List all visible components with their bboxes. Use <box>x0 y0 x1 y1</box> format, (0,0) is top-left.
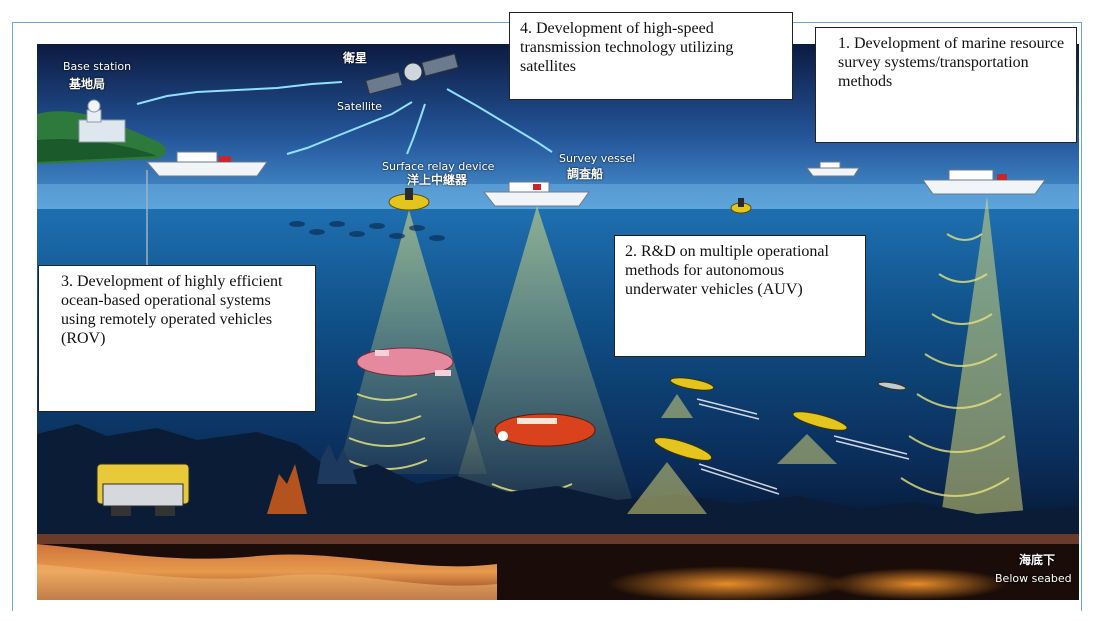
seabed-surface <box>37 534 1079 544</box>
relay-device-label-jp: 洋上中継器 <box>407 173 468 187</box>
ship-left <box>145 151 268 177</box>
auv-icon <box>777 411 848 464</box>
relay-beam <box>337 210 487 474</box>
satellite-links <box>136 81 553 155</box>
relay-device-label: Surface relay device <box>382 160 495 173</box>
callout-3: 3. Development of highly efficient ocean… <box>38 265 316 412</box>
hydrothermal-vent <box>267 464 307 514</box>
rov-vehicle-icon <box>96 463 190 516</box>
survey-vessel-icon <box>482 181 590 207</box>
scene-illustration <box>37 44 1079 600</box>
ship-far <box>806 161 860 177</box>
ocean-scene: Base station 基地局 衛星 Satellite Surface re… <box>37 44 1079 600</box>
survey-vessel-label-jp: 調査船 <box>567 167 604 181</box>
seabed-label-jp: 海底下 <box>1019 553 1056 567</box>
sonar-arcs <box>900 233 1010 497</box>
ship-right <box>922 169 1046 195</box>
auv-trails <box>696 398 910 495</box>
auv-icon <box>627 437 713 514</box>
satellite-icon <box>365 53 459 95</box>
callout-4: 4. Development of high-speed transmissio… <box>509 12 793 100</box>
survey-vessel-label: Survey vessel <box>559 152 636 165</box>
callout-1: 1. Development of marine resource survey… <box>815 27 1077 143</box>
satellite-label: Satellite <box>337 100 383 113</box>
auv-icon <box>877 381 907 391</box>
fish-school <box>289 221 445 241</box>
base-station-icon <box>78 99 126 143</box>
ship-beam <box>937 196 1027 544</box>
seabed-label: Below seabed <box>995 572 1072 585</box>
base-station-label: Base station <box>63 60 132 73</box>
relay-buoy-icon <box>388 188 430 211</box>
rov-red-icon <box>494 413 596 447</box>
auv-icon <box>661 377 715 418</box>
base-station-label-jp: 基地局 <box>69 77 106 91</box>
auv-fleet <box>627 377 907 514</box>
buoy-icon <box>730 198 752 214</box>
satellite-label-jp: 衛星 <box>343 51 368 65</box>
auv-pink-icon <box>356 347 454 377</box>
callout-2: 2. R&D on multiple operational methods f… <box>614 235 866 357</box>
resource-glow <box>607 566 847 600</box>
